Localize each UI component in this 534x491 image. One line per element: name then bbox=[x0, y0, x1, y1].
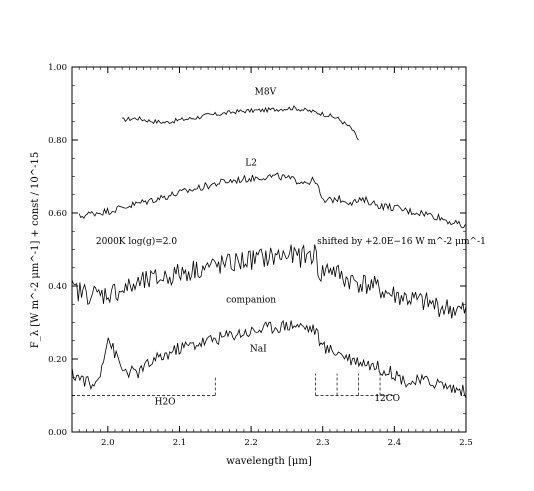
plot-frame bbox=[71, 66, 467, 433]
series-group bbox=[71, 105, 467, 399]
x-tick-label: 2.1 bbox=[173, 438, 187, 448]
series-line-m8v bbox=[122, 105, 359, 141]
y-tick-label: 0.80 bbox=[48, 136, 67, 146]
y-axis-title: F_λ [W m^-2 μm^-1] + const / 10^-15 bbox=[30, 152, 41, 348]
absorption-markers bbox=[72, 373, 395, 396]
x-tick-label: 2.4 bbox=[388, 438, 402, 448]
label-nai: NaI bbox=[250, 345, 267, 355]
label-co: 12CO bbox=[374, 394, 400, 404]
x-axis-title: wavelength [μm] bbox=[226, 456, 312, 467]
label-m8v: M8V bbox=[255, 87, 277, 97]
label-companion: companion bbox=[226, 295, 276, 305]
series-line-companion bbox=[71, 244, 467, 319]
x-tick-label: 2.2 bbox=[244, 438, 258, 448]
series-line-model bbox=[71, 319, 467, 399]
y-tick-label: 0.00 bbox=[48, 428, 67, 438]
label-model-params: 2000K log(g)=2.0 bbox=[96, 236, 177, 247]
y-tick-label: 0.60 bbox=[48, 209, 67, 219]
y-tick-label: 1.00 bbox=[48, 63, 67, 73]
tick-group: 2.0 2.1 2.2 2.3 2.4 2.5 0.00 0.20 0.40 0.60 0.80 1.… bbox=[48, 63, 473, 448]
x-tick-label: 2.5 bbox=[459, 438, 473, 448]
label-l2: L2 bbox=[245, 159, 257, 169]
series-line-l2 bbox=[78, 172, 466, 229]
x-tick-label: 2.3 bbox=[316, 438, 330, 448]
y-tick-label: 0.40 bbox=[48, 282, 67, 292]
label-h2o: H2O bbox=[155, 398, 176, 408]
y-tick-label: 0.20 bbox=[48, 355, 67, 365]
label-shift: shifted by +2.0E−16 W m^-2 μm^-1 bbox=[317, 237, 486, 247]
x-tick-label: 2.0 bbox=[101, 438, 115, 448]
